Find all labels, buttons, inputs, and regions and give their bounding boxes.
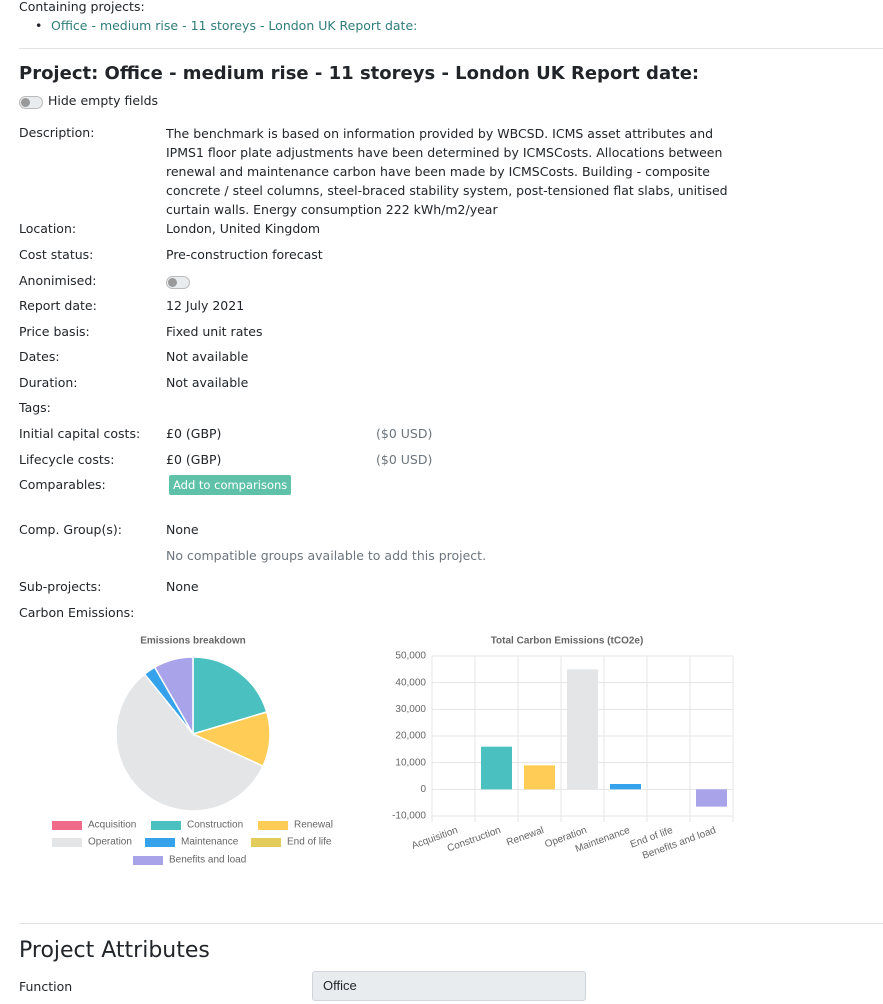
field-label: Anonimised: [19, 273, 97, 288]
field-label: Comparables: [19, 477, 106, 492]
chart-title: Total Carbon Emissions (tCO2e) [491, 636, 644, 647]
field-value: The benchmark is based on information pr… [166, 126, 728, 217]
y-tick-label: -10,000 [392, 811, 426, 822]
field-label: Tags: [19, 400, 51, 415]
field-value: 12 July 2021 [166, 298, 245, 313]
bar [524, 765, 555, 790]
add-button[interactable]: Add to comparisons [169, 475, 292, 495]
field-extra: ($0 USD) [376, 452, 433, 467]
project-link[interactable]: Office - medium rise - 11 storeys - Lond… [51, 18, 418, 33]
pie-slice [192, 656, 268, 736]
field-label: Carbon Emissions: [19, 605, 135, 620]
legend-swatch [52, 821, 82, 830]
legend-swatch [145, 838, 175, 847]
field-value: None [166, 579, 199, 594]
y-tick-label: 20,000 [395, 731, 426, 742]
legend-swatch [133, 856, 163, 865]
field-value: Fixed unit rates [166, 324, 263, 339]
y-tick-label: 10,000 [395, 757, 426, 768]
legend-swatch [52, 838, 82, 847]
field-label: Comp. Group(s): [19, 522, 122, 537]
bar [610, 784, 641, 790]
legend-label: Operation [88, 837, 132, 848]
section-title: Project Attributes [19, 938, 210, 963]
legend-label: Renewal [294, 820, 333, 831]
field-label: Lifecycle costs: [19, 452, 115, 467]
bullet: • [35, 18, 43, 33]
field-value: Not available [166, 375, 249, 390]
legend-swatch [151, 821, 181, 830]
bar [696, 789, 727, 807]
field-label: Cost status: [19, 247, 94, 262]
legend-label: Construction [187, 820, 243, 831]
field-extra: ($0 USD) [376, 426, 433, 441]
y-tick-label: 50,000 [395, 651, 426, 662]
field-label: Dates: [19, 349, 60, 364]
field-label: Description: [19, 125, 95, 140]
field-value: £0 (GBP) [166, 426, 222, 441]
legend-label: Benefits and load [169, 855, 246, 866]
project-title: Project: Office - medium rise - 11 store… [19, 63, 700, 84]
chart-title: Emissions breakdown [140, 636, 246, 647]
bar [567, 669, 598, 790]
toggle-label: Hide empty fields [48, 93, 159, 108]
legend-label: Acquisition [88, 820, 136, 831]
field-label: Price basis: [19, 324, 90, 339]
x-tick-label: Benefits and load [641, 825, 717, 862]
field-toggle[interactable] [166, 276, 190, 289]
legend-swatch [258, 821, 288, 830]
pie-slice [115, 673, 264, 812]
attribute-label: Function [19, 979, 73, 994]
field-note: No compatible groups available to add th… [166, 548, 487, 563]
field-value: £0 (GBP) [166, 452, 222, 467]
hide-empty-toggle[interactable] [19, 96, 43, 109]
divider [19, 48, 883, 49]
field-label: Duration: [19, 375, 78, 390]
divider [19, 923, 883, 924]
field-label: Initial capital costs: [19, 426, 141, 441]
attribute-input[interactable]: Office [312, 971, 586, 1001]
y-tick-label: 30,000 [395, 704, 426, 715]
legend-label: Maintenance [181, 837, 239, 848]
field-label: Sub-projects: [19, 579, 102, 594]
y-tick-label: 0 [420, 784, 426, 795]
bar [481, 746, 512, 790]
x-tick-label: Renewal [505, 825, 545, 849]
field-value: Pre-construction forecast [166, 247, 323, 262]
field-label: Report date: [19, 298, 97, 313]
field-value: Not available [166, 349, 249, 364]
y-tick-label: 40,000 [395, 677, 426, 688]
containing-label: Containing projects: [19, 0, 145, 14]
pie-slice [153, 656, 194, 737]
field-label: Location: [19, 221, 77, 236]
field-value: London, United Kingdom [166, 221, 321, 236]
field-value: None [166, 522, 199, 537]
legend-label: End of life [287, 837, 332, 848]
legend-swatch [251, 838, 281, 847]
